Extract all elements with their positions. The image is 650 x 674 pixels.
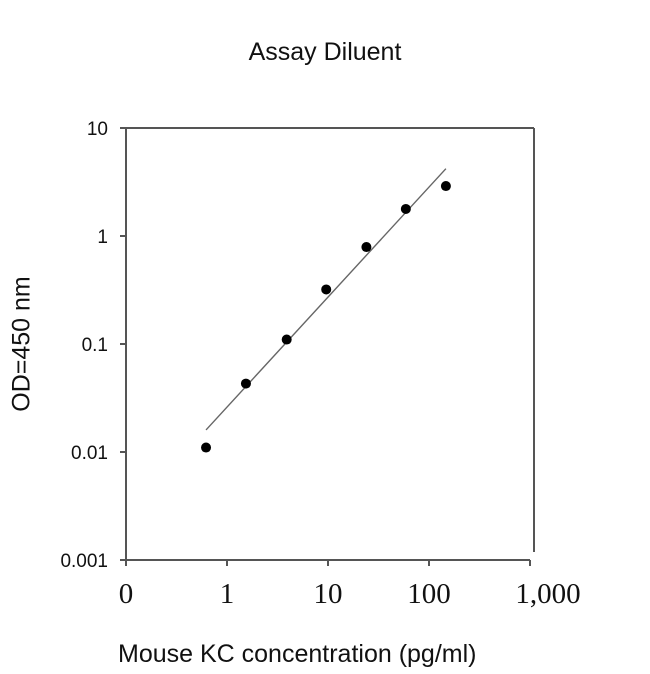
data-points: [201, 181, 451, 453]
y-axis-ticks: 10 1 0.1 0.01 0.001: [60, 119, 126, 572]
x-axis-label: Mouse KC concentration (pg/ml): [118, 640, 477, 668]
data-point: [440, 181, 451, 192]
x-tick-label: 1,000: [515, 578, 580, 610]
data-point: [240, 378, 251, 389]
data-point: [321, 284, 332, 295]
y-tick-label: 0.01: [71, 443, 108, 464]
chart-title: Assay Diluent: [248, 38, 402, 66]
y-tick-label: 1: [97, 227, 108, 248]
axes-frame: [125, 127, 535, 561]
data-point: [361, 242, 372, 253]
y-tick-label: 0.1: [82, 335, 108, 356]
x-axis-ticks: 0 1 10 100 1,000: [119, 560, 581, 610]
x-tick-label: 10: [314, 578, 343, 610]
data-point: [201, 442, 212, 453]
data-point: [281, 334, 292, 345]
y-tick-label: 10: [87, 119, 108, 140]
x-tick-label: 0: [119, 578, 134, 610]
y-tick-label: 0.001: [60, 551, 108, 572]
x-tick-label: 1: [220, 578, 235, 610]
data-point: [400, 203, 411, 214]
x-tick-label: 100: [407, 578, 451, 610]
